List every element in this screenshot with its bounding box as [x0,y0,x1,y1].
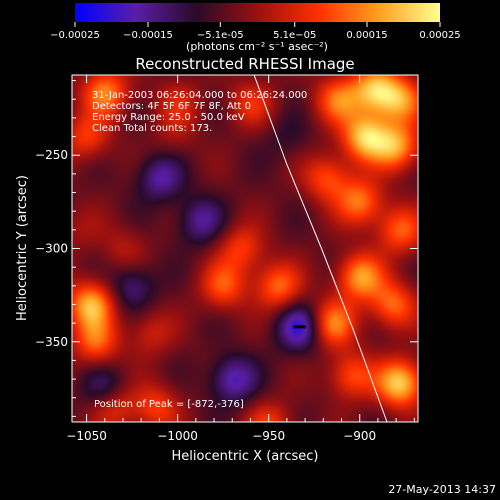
timestamp: 27-May-2013 14:37 [388,483,496,496]
y-tick-label: −250 [35,148,68,162]
observation-info: 31-Jan-2003 06:26:04.000 to 06:26:24.000… [92,90,307,134]
x-tick-label: −1050 [66,429,107,443]
x-tick-label: −900 [343,429,376,443]
x-tick-label: −950 [252,429,285,443]
solar-limb-curve [253,75,388,422]
y-tick-label: −350 [35,335,68,349]
peak-position-label: Position of Peak = [-872,-376] [94,399,244,410]
colorbar-tick-label: 0.00015 [346,30,387,41]
plot-area [72,75,418,422]
info-line-2: Detectors: 4F 5F 6F 7F 8F, Att 0 [92,101,251,112]
y-tick-label: −300 [35,242,68,256]
chart-title: Reconstructed RHESSI Image [135,55,354,73]
colorbar-tick-label: 0.00025 [419,30,460,41]
axis-ticks: −1050 −1000 −950 −900 −250 −300 −350 [35,75,418,443]
info-line-3: Energy Range: 25.0 - 50.0 keV [92,112,245,123]
colorbar-tick-label: −0.00025 [50,30,100,41]
colorbar-tick-label: 5.1e−05 [273,30,316,41]
colorbar-ticks: −0.00025 −0.00015 −5.1e-05 5.1e−05 0.00015 0.… [50,22,461,41]
colorbar [75,3,440,22]
x-axis-label: Heliocentric X (arcsec) [172,449,319,464]
colorbar-tick-label: −0.00015 [123,30,173,41]
info-line-1: 31-Jan-2003 06:26:04.000 to 06:26:24.000 [92,90,307,101]
colorbar-label: (photons cm⁻² s⁻¹ asec⁻²) [186,40,328,53]
y-axis-label: Heliocentric Y (arcsec) [15,175,30,321]
colorbar-tick-label: −5.1e-05 [197,30,244,41]
heatmap-image [72,75,418,422]
info-line-4: Clean Total counts: 173. [92,123,212,134]
x-tick-label: −1000 [157,429,198,443]
